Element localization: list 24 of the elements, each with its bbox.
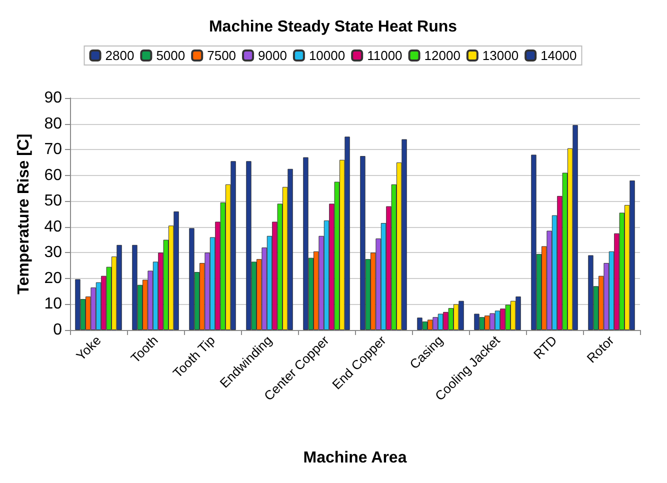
legend-label: 5000	[156, 48, 186, 63]
legend-label: 11000	[367, 48, 402, 63]
y-tick-label: 50	[44, 192, 62, 210]
y-tick-label: 30	[44, 244, 62, 262]
legend-label: 7500	[207, 48, 236, 63]
legend-label: 13000	[482, 48, 519, 63]
legend-label: 2800	[105, 48, 134, 63]
y-axis-title: Temperature Rise [C]	[16, 134, 32, 294]
chart-title: Machine Steady State Heat Runs	[208, 18, 458, 36]
x-tick-label: Yoke	[73, 332, 104, 364]
y-tick-label: 70	[44, 141, 62, 158]
legend-label: 10000	[308, 48, 346, 63]
y-tick-label: 20	[44, 270, 62, 287]
legend-label: 9000	[258, 48, 287, 63]
legend-label: 14000	[540, 48, 577, 63]
y-tick-label: 40	[44, 218, 62, 236]
y-tick-label: 0	[53, 322, 62, 338]
x-axis-title: Machine Area	[303, 450, 407, 466]
x-tick-label: RTD	[530, 332, 560, 362]
y-tick-label: 90	[44, 90, 62, 106]
y-tick-label: 10	[44, 296, 62, 313]
y-tick-label: 80	[44, 115, 62, 132]
y-tick-label: 60	[44, 166, 62, 184]
legend-label: 12000	[424, 48, 460, 63]
